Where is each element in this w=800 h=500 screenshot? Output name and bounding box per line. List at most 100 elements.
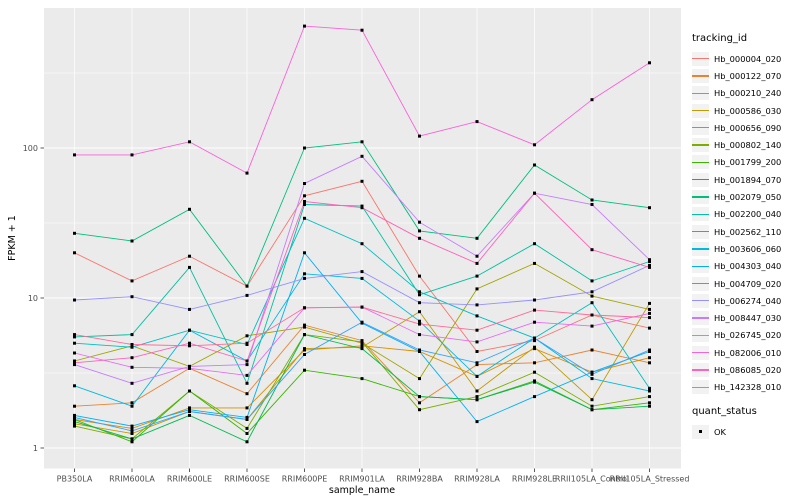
legend-label: Hb_002562_110 [714,226,782,237]
legend-label: Hb_003606_060 [714,243,782,254]
data-point [245,392,249,396]
data-point [533,298,536,302]
legend-line-swatch [692,138,709,153]
data-point [245,359,249,363]
data-point [590,301,594,305]
data-point [130,153,134,157]
data-point [418,348,421,352]
data-point [130,424,134,428]
legend-line-swatch [692,207,709,222]
data-point [303,347,306,351]
data-point [475,254,479,258]
x-tick-label: RRIM600LE [167,475,212,484]
data-point [245,363,249,367]
y-axis-title: FPKM + 1 [7,215,18,261]
data-point [475,287,479,291]
legend-line-swatch [692,311,709,326]
data-point [590,203,594,206]
data-point [73,333,76,337]
data-point [648,389,651,393]
data-point [245,426,249,430]
data-point [245,440,249,444]
data-point [475,361,479,365]
data-point [648,348,651,352]
data-point [303,194,306,198]
data-point [303,368,306,372]
data-point [73,420,76,424]
data-point [418,301,421,305]
data-point [188,341,191,345]
data-point [188,410,191,413]
legend-label: Hb_000656_090 [714,122,782,133]
data-point [73,251,76,255]
data-point [303,203,306,206]
legend-item: Hb_004303_040 [692,258,800,275]
data-point [130,437,134,441]
legend-line-swatch [692,155,709,170]
data-point [130,440,134,444]
data-point [360,340,364,344]
legend-label: Hb_000122_070 [714,70,782,81]
data-point [475,395,479,399]
data-point [73,413,76,417]
data-point [188,265,191,269]
data-point [648,311,651,315]
data-point [360,320,364,324]
data-point [648,301,651,305]
data-point [533,361,536,365]
data-point [73,422,76,426]
x-tick-label: RRIM600PE [282,475,328,484]
data-point [533,320,536,324]
x-tick-label: RRII105LA_Control [555,475,629,484]
data-point [360,28,364,32]
data-point [533,370,536,374]
data-point [303,325,306,329]
legend-item: Hb_000004_020 [692,50,800,67]
data-point [475,314,479,318]
data-point [418,290,421,294]
data-point [590,372,594,376]
data-point [418,274,421,278]
x-tick-label: PB350LA [57,475,93,484]
data-point [130,356,134,360]
legend-item: Hb_026745_020 [692,327,800,344]
data-point [360,140,364,144]
data-point [188,364,191,368]
data-point [590,313,594,317]
data-point [303,200,306,203]
data-point [418,229,421,233]
legend-item: Hb_000586_030 [692,102,800,119]
y-tick-label: 1 [33,444,38,453]
data-point [130,333,134,337]
x-tick-label: RRIM928LE [512,475,557,484]
data-point [648,263,651,267]
legend-title-quant-status: quant_status [692,405,757,417]
legend-items: Hb_000004_020 Hb_000122_070 Hb_000210_240 H… [692,50,800,396]
legend-label: Hb_082006_010 [714,347,782,358]
data-point [303,272,306,276]
legend-label: Hb_000004_020 [714,53,782,64]
data-point [533,395,536,399]
data-point [475,261,479,265]
data-point [360,154,364,158]
data-point [188,413,191,417]
legend-label: Hb_002200_040 [714,209,782,220]
data-point [73,341,76,345]
data-point [303,323,306,327]
data-point [188,406,191,410]
data-point [475,398,479,402]
data-point [73,361,76,365]
data-point [648,401,651,405]
legend-label: Hb_086085_020 [714,364,782,375]
data-point [360,305,364,309]
x-axis-title: sample_name [329,485,395,496]
data-point [73,231,76,235]
legend-item: Hb_008447_030 [692,309,800,326]
data-point [73,384,76,388]
data-point [648,316,651,320]
legend-label: OK [714,426,726,437]
data-point [360,242,364,246]
data-point [475,350,479,353]
data-point [73,404,76,408]
